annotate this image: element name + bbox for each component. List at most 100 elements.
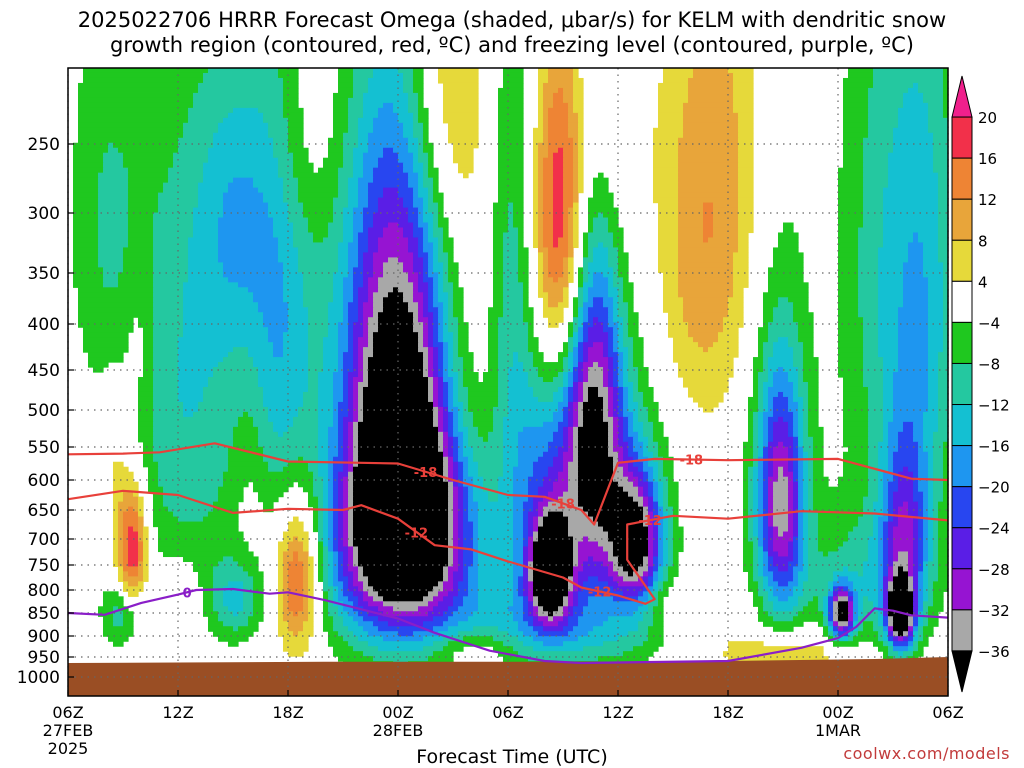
- omega-cell: [383, 307, 409, 313]
- omega-cell: [888, 586, 894, 592]
- omega-cell: [893, 372, 929, 378]
- omega-cell: [253, 576, 264, 582]
- omega-cell: [783, 222, 794, 229]
- omega-cell: [318, 451, 329, 458]
- omega-cell: [738, 132, 754, 139]
- omega-cell: [153, 416, 239, 423]
- omega-cell: [198, 182, 229, 189]
- omega-cell: [273, 137, 289, 144]
- omega-cell: [583, 327, 589, 333]
- omega-cell: [293, 157, 309, 164]
- omega-cell: [638, 377, 649, 383]
- omega-cell: [923, 526, 929, 533]
- omega-cell: [938, 182, 948, 189]
- omega-cell: [768, 591, 774, 597]
- omega-cell: [363, 586, 374, 592]
- omega-cell: [453, 501, 459, 508]
- omega-cell: [308, 327, 329, 333]
- omega-cell: [633, 362, 644, 368]
- omega-cell: [533, 197, 539, 204]
- omega-cell: [618, 436, 624, 443]
- omega-cell: [493, 247, 504, 254]
- omega-cell: [338, 242, 349, 249]
- omega-cell: [563, 372, 569, 378]
- omega-cell: [428, 267, 434, 273]
- omega-cell: [338, 252, 349, 258]
- omega-cell: [893, 506, 899, 513]
- omega-cell: [163, 182, 199, 189]
- omega-cell: [443, 322, 449, 328]
- omega-cell: [623, 372, 629, 378]
- omega-cell: [663, 307, 684, 313]
- omega-cell: [338, 491, 344, 498]
- omega-cell: [223, 202, 269, 209]
- omega-cell: [363, 252, 374, 258]
- omega-cell: [843, 97, 869, 104]
- omega-cell: [153, 372, 179, 378]
- omega-cell: [838, 272, 859, 278]
- omega-cell: [608, 332, 614, 338]
- omega-cell: [188, 252, 219, 258]
- omega-cell: [903, 272, 924, 278]
- omega-cell: [838, 312, 859, 318]
- omega-cell: [583, 406, 604, 413]
- omega-cell: [283, 536, 294, 543]
- omega-cell: [153, 257, 189, 263]
- omega-cell: [448, 491, 454, 498]
- omega-cell: [538, 287, 544, 293]
- omega-cell: [553, 391, 564, 398]
- omega-cell: [258, 426, 274, 433]
- omega-cell: [533, 162, 539, 169]
- omega-cell: [333, 212, 344, 219]
- omega-cell: [413, 262, 424, 268]
- omega-cell: [478, 556, 514, 563]
- omega-cell: [803, 506, 809, 513]
- omega-cell: [893, 461, 919, 468]
- omega-cell: [653, 591, 659, 597]
- omega-cell: [318, 406, 334, 413]
- omega-cell: [648, 411, 659, 418]
- omega-cell: [628, 312, 639, 318]
- omega-cell: [553, 486, 569, 493]
- omega-cell: [428, 386, 434, 393]
- omega-cell: [508, 406, 559, 413]
- omega-cell: [763, 506, 769, 513]
- omega-cell: [533, 137, 544, 144]
- omega-cell: [878, 247, 909, 254]
- omega-cell: [373, 272, 384, 278]
- omega-cell: [923, 521, 929, 528]
- omega-cell: [793, 481, 799, 488]
- omega-cell: [448, 386, 454, 393]
- omega-cell: [343, 391, 349, 398]
- omega-cell: [853, 526, 874, 533]
- omega-cell: [448, 456, 454, 463]
- omega-cell: [573, 107, 584, 114]
- omega-cell: [328, 551, 334, 558]
- omega-cell: [548, 471, 559, 478]
- omega-cell: [98, 212, 129, 219]
- omega-cell: [353, 332, 364, 338]
- omega-cell: [473, 411, 494, 418]
- omega-cell: [348, 466, 354, 473]
- omega-cell: [288, 307, 309, 313]
- omega-cell: [888, 441, 899, 448]
- omega-cell: [813, 506, 864, 513]
- omega-cell: [323, 516, 329, 523]
- omega-cell: [338, 546, 349, 553]
- omega-cell: [103, 152, 124, 159]
- omega-cell: [573, 372, 579, 378]
- omega-cell: [843, 421, 869, 428]
- omega-cell: [913, 586, 919, 592]
- omega-cell: [503, 426, 524, 433]
- omega-cell: [663, 511, 669, 518]
- omega-cell: [348, 102, 364, 109]
- omega-cell: [443, 441, 449, 448]
- omega-cell: [643, 401, 659, 408]
- omega-cell: [553, 396, 564, 403]
- omega-cell: [633, 436, 639, 443]
- omega-cell: [523, 541, 529, 548]
- omega-cell: [418, 317, 429, 323]
- omega-cell: [463, 362, 474, 368]
- omega-cell: [273, 232, 294, 239]
- omega-cell: [448, 511, 454, 518]
